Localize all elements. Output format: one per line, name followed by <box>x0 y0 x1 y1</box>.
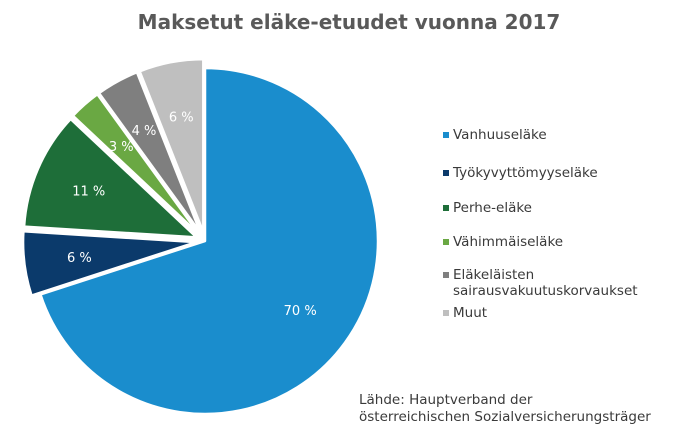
pie-slice-vahimmaiselake <box>71 93 201 236</box>
pie-slice-elakelaisten-sairausvakuutuskorvaukset <box>97 71 202 235</box>
legend-label: Eläkeläisten sairausvakuutuskorvaukset <box>453 267 638 299</box>
legend-label: Vähimmäiseläke <box>453 234 564 250</box>
legend-item-vanhuuselake: Vanhuuseläke <box>443 127 547 143</box>
legend-swatch <box>443 205 449 211</box>
legend-swatch <box>443 170 449 176</box>
pie-slice-muut <box>138 57 205 234</box>
legend-label: Työkyvyttömyyseläke <box>453 165 598 181</box>
source-note: Lähde: Hauptverband der österreichischen… <box>359 392 651 425</box>
data-label-perhe-elake: 11 % <box>72 185 105 200</box>
legend-item-vahimmaiselake: Vähimmäiseläke <box>443 234 563 250</box>
pie-slice-perhe-elake <box>22 117 198 239</box>
data-label-vanhuuselake: 70 % <box>284 304 317 319</box>
legend-swatch <box>443 132 449 138</box>
legend-item-elakelaisten-sairausvakuutuskorvaukset: Eläkeläisten sairausvakuutuskorvaukset <box>443 267 638 299</box>
legend-swatch <box>443 239 449 245</box>
legend-label: Perhe-eläke <box>453 200 532 216</box>
chart-title: Maksetut eläke-etuudet vuonna 2017 <box>137 10 561 34</box>
legend-label: Vanhuuseläke <box>453 127 547 143</box>
data-label-muut: 6 % <box>169 111 194 126</box>
legend-item-muut: Muut <box>443 305 487 321</box>
legend-item-perhe-elake: Perhe-eläke <box>443 200 532 216</box>
pie-slice-vanhuuselake <box>39 66 380 416</box>
legend-label: Muut <box>453 305 488 321</box>
legend-swatch <box>443 310 449 316</box>
data-label-elakelaisten-sairausvakuutuskorvaukset: 4 % <box>132 124 157 139</box>
legend-item-tyokyvyttomyyselake: Työkyvyttömyyseläke <box>443 165 598 181</box>
pie-slice-tyokyvyttomyyselake <box>21 230 198 297</box>
data-label-tyokyvyttomyyselake: 6 % <box>67 251 92 266</box>
data-label-vahimmaiselake: 3 % <box>109 140 134 155</box>
legend-swatch <box>443 272 449 278</box>
